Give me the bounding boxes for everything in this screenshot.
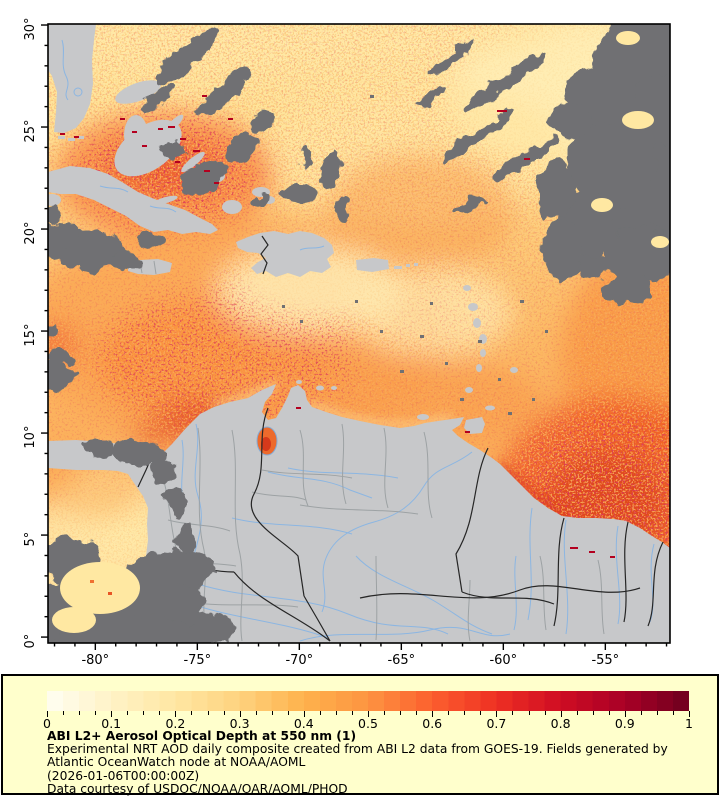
map-content [48, 24, 670, 643]
colorbar-tick-value: 0.6 [422, 716, 443, 731]
colorbar-tick [576, 711, 578, 715]
legend-timestamp: (2026-01-06T00:00:00Z) [47, 768, 200, 783]
axes: -80° -75° -70° -65° -60° -55° 30° 25° 20° 15° 10° 5… [23, 17, 668, 668]
y-axis-tick-label: 0° [23, 634, 38, 649]
colorbar-tick [672, 711, 674, 715]
lesser-antilles-islands [394, 263, 518, 411]
y-axis-tick-label: 5° [23, 532, 38, 547]
colorbar-tick [689, 711, 690, 717]
y-axis-tick-label: 20° [23, 222, 38, 245]
colorbar-tick [79, 711, 81, 715]
abc-islands [296, 380, 429, 420]
colorbar-tick [368, 711, 369, 717]
landmass-hispaniola [236, 231, 334, 277]
colorbar-tick [191, 711, 193, 715]
map-frame [47, 23, 671, 644]
colorbar-tick-value: 0.8 [550, 716, 571, 731]
colorbar-tick [608, 711, 610, 715]
legend-description: Experimental NRT AOD daily composite cre… [47, 742, 668, 770]
colorbar-tick [207, 711, 209, 715]
colorbar-tick [127, 711, 129, 715]
y-axis-tick-label: 15° [23, 324, 38, 347]
map-plot: -80° -75° -70° -65° -60° -55° 30° 25° 20° 15° 10° 5… [23, 17, 671, 668]
colorbar-tick-value: 0.7 [486, 716, 507, 731]
landmass-cuba [48, 166, 218, 234]
x-axis-tick-label: -70° [285, 653, 313, 668]
lake-maracaibo [256, 426, 278, 456]
colorbar-tick-value: 0.5 [358, 716, 378, 731]
colorbar [47, 691, 689, 711]
colorbar-tick [95, 711, 97, 715]
colorbar-tick [416, 711, 418, 715]
legend-text-block: ABI L2+ Aerosol Optical Depth at 550 nm … [47, 729, 697, 796]
coastal-low-aod-strip-east [307, 401, 453, 428]
colorbar-tick [528, 711, 530, 715]
x-axis-tick-label: -60° [489, 653, 517, 668]
colorbar-tick [656, 711, 658, 715]
landmass-isle-of-youth [48, 194, 61, 206]
colorbar-tick-value: 0.9 [614, 716, 635, 731]
colorbar-tick [384, 711, 386, 715]
x-axis-tick-label: -80° [81, 653, 109, 668]
x-axis-tick-label: -55° [591, 653, 619, 668]
colorbar-tick [448, 711, 450, 715]
landmass-puerto-rico [356, 258, 389, 272]
colorbar-tick-value: 1 [685, 716, 693, 731]
colorbar-tick [560, 711, 562, 717]
legend-courtesy: Data courtesy of USDOC/NOAA/OAR/AOML/PHO… [47, 781, 348, 796]
colorbar-tick-value: 0.1 [101, 716, 122, 731]
colorbar-ticks [47, 711, 690, 718]
colorbar-tick [544, 711, 546, 715]
colorbar-tick-labels: 0 0.1 0.2 0.3 0.4 0.5 0.6 0.7 0.8 0.9 1 [43, 716, 693, 731]
colorbar-tick [480, 711, 482, 715]
colorbar-tick-value: 0.3 [229, 716, 250, 731]
colorbar-tick [287, 711, 289, 715]
y-axis-tick-label: 25° [23, 120, 38, 143]
colorbar-tick [239, 711, 241, 717]
y-axis-tick-label: 10° [23, 426, 38, 449]
colorbar-tick-value: 0.2 [165, 716, 186, 731]
cloud-gaps [52, 31, 669, 633]
colorbar-tick [592, 711, 594, 715]
colorbar-tick [255, 711, 257, 715]
colorbar-tick [63, 711, 65, 715]
y-axis-tick-label: 30° [23, 17, 38, 40]
colorbar-tick-value: 0 [43, 716, 51, 731]
x-axis-tick-label: -65° [387, 653, 415, 668]
colorbar-tick [271, 711, 273, 715]
colorbar-tick [143, 711, 145, 715]
legend-panel: 0 0.1 0.2 0.3 0.4 0.5 0.6 0.7 0.8 0.9 1 ABI L2+ Ae… [1, 674, 719, 796]
admin-borders [139, 260, 605, 642]
landmass-florida [48, 24, 96, 133]
legend-title: ABI L2+ Aerosol Optical Depth at 550 nm … [47, 729, 357, 743]
x-axis-tick-label: -75° [183, 653, 211, 668]
colorbar-tick [432, 711, 434, 717]
landmass-trinidad [464, 417, 485, 434]
cloud-specks [282, 95, 548, 415]
colorbar-tick [351, 711, 353, 715]
colorbar-tick [496, 711, 498, 717]
haiti-dr-border [260, 235, 269, 275]
colorbar-tick [175, 711, 177, 717]
colorbar-tick [159, 711, 161, 715]
florida-keys [58, 136, 84, 141]
high-aod-flags [60, 95, 615, 558]
colorbar-tick [512, 711, 514, 715]
colorbar-tick [223, 711, 225, 715]
colorbar-tick [640, 711, 642, 715]
colorbar-tick-value: 0.4 [293, 716, 314, 731]
colorbar-tick [335, 711, 337, 715]
colorbar-tick [624, 711, 626, 717]
colorbar-tick [319, 711, 321, 715]
rivers [61, 39, 655, 642]
colorbar-tick [47, 711, 48, 717]
colorbar-tick [464, 711, 466, 715]
colorbar-tick [111, 711, 113, 717]
colorbar-tick [303, 711, 305, 717]
bahamas-banks [114, 80, 275, 214]
colorbar-tick [400, 711, 402, 715]
